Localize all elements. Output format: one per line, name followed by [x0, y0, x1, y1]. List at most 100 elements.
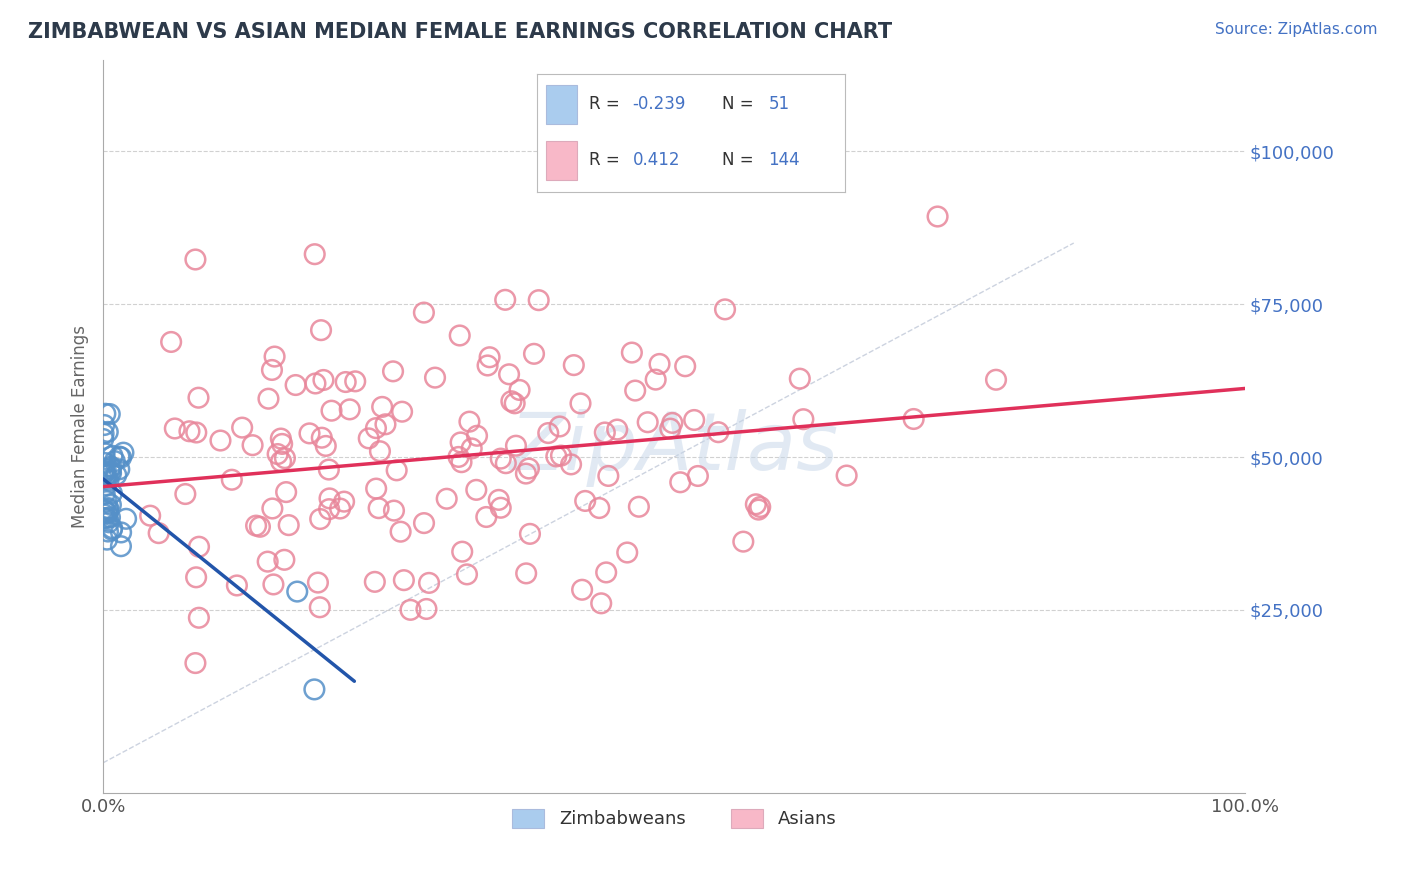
- Point: [562, 358, 585, 372]
- Point: [648, 357, 671, 371]
- Point: [489, 500, 512, 515]
- Text: ZIMBABWEAN VS ASIAN MEDIAN FEMALE EARNINGS CORRELATION CHART: ZIMBABWEAN VS ASIAN MEDIAN FEMALE EARNIN…: [28, 22, 893, 42]
- Point: [714, 302, 737, 317]
- Point: [624, 384, 647, 398]
- Point: [209, 434, 232, 448]
- Point: [110, 450, 132, 465]
- Point: [97, 502, 120, 516]
- Point: [110, 539, 132, 553]
- Point: [304, 247, 326, 261]
- Point: [318, 491, 340, 506]
- Point: [309, 323, 332, 337]
- Point: [505, 439, 527, 453]
- Point: [447, 450, 470, 464]
- Point: [450, 435, 472, 450]
- Point: [308, 600, 330, 615]
- Point: [627, 500, 650, 514]
- Point: [101, 523, 124, 537]
- Point: [101, 449, 124, 463]
- Point: [101, 486, 124, 500]
- Point: [257, 392, 280, 406]
- Point: [488, 492, 510, 507]
- Point: [93, 502, 115, 516]
- Point: [115, 512, 138, 526]
- Point: [385, 463, 408, 477]
- Point: [335, 375, 357, 389]
- Point: [517, 461, 540, 475]
- Point: [96, 472, 118, 486]
- Point: [749, 500, 772, 514]
- Point: [503, 396, 526, 410]
- Point: [616, 545, 638, 559]
- Point: [673, 359, 696, 374]
- Point: [321, 403, 343, 417]
- Point: [93, 426, 115, 441]
- Point: [94, 463, 117, 477]
- Point: [371, 400, 394, 414]
- Point: [245, 518, 267, 533]
- Point: [318, 462, 340, 476]
- Point: [100, 464, 122, 478]
- Point: [249, 520, 271, 534]
- Point: [186, 425, 208, 440]
- Point: [93, 465, 115, 479]
- Point: [368, 444, 391, 458]
- Point: [104, 454, 127, 468]
- Point: [187, 391, 209, 405]
- Point: [108, 450, 131, 464]
- Point: [391, 405, 413, 419]
- Point: [318, 502, 340, 516]
- Point: [593, 425, 616, 440]
- Point: [97, 516, 120, 530]
- Point: [927, 210, 949, 224]
- Point: [591, 596, 613, 610]
- Y-axis label: Median Female Earnings: Median Female Earnings: [72, 325, 89, 528]
- Point: [187, 611, 209, 625]
- Point: [659, 422, 682, 436]
- Point: [477, 359, 499, 373]
- Point: [277, 518, 299, 533]
- Point: [221, 473, 243, 487]
- Point: [835, 468, 858, 483]
- Point: [270, 432, 292, 446]
- Point: [96, 494, 118, 508]
- Point: [683, 413, 706, 427]
- Point: [179, 424, 201, 438]
- Point: [139, 508, 162, 523]
- Point: [97, 506, 120, 520]
- Point: [669, 475, 692, 490]
- Point: [91, 432, 114, 446]
- Point: [163, 421, 186, 435]
- Point: [436, 491, 458, 506]
- Point: [274, 451, 297, 466]
- Point: [97, 501, 120, 516]
- Point: [415, 602, 437, 616]
- Point: [451, 544, 474, 558]
- Point: [309, 512, 332, 526]
- Point: [93, 508, 115, 522]
- Point: [747, 502, 769, 516]
- Point: [101, 521, 124, 535]
- Point: [661, 416, 683, 430]
- Point: [509, 383, 531, 397]
- Point: [423, 370, 446, 384]
- Point: [571, 582, 593, 597]
- Point: [100, 498, 122, 512]
- Point: [449, 328, 471, 343]
- Point: [311, 431, 333, 445]
- Point: [465, 483, 488, 497]
- Point: [450, 455, 472, 469]
- Point: [412, 305, 434, 319]
- Point: [364, 421, 387, 435]
- Point: [304, 682, 326, 697]
- Point: [93, 466, 115, 480]
- Point: [93, 446, 115, 460]
- Point: [307, 575, 329, 590]
- Point: [465, 429, 488, 443]
- Point: [460, 442, 482, 456]
- Point: [271, 437, 294, 451]
- Point: [315, 439, 337, 453]
- Point: [312, 373, 335, 387]
- Point: [276, 485, 298, 500]
- Point: [260, 363, 283, 377]
